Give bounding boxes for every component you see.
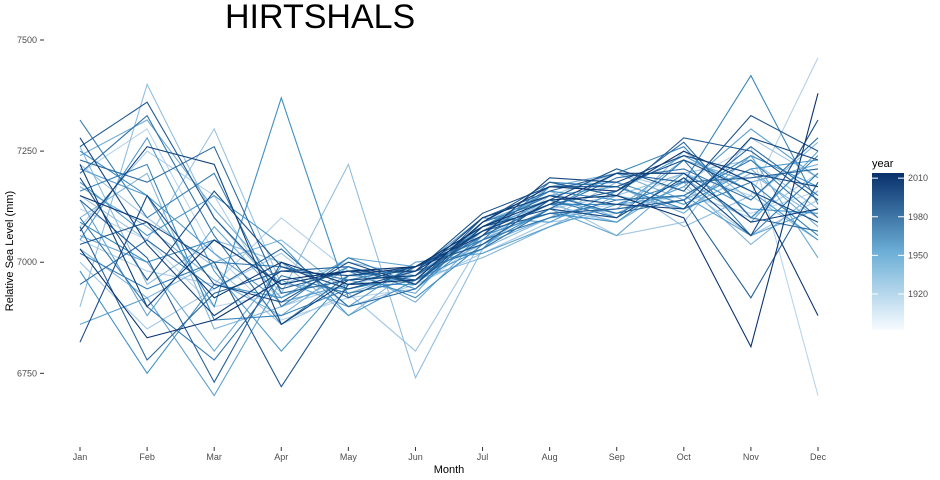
series-line-1949 [79, 159, 819, 317]
series-line-1910 [79, 137, 819, 352]
legend-tick-label: 2010 [908, 173, 928, 183]
x-axis: Jan Feb Mar Apr May Jun Jul Aug Sep Oct Nov Dec [73, 447, 827, 462]
series-line-1973 [79, 114, 819, 326]
x-tick-label: Sep [609, 452, 625, 462]
x-tick-label: Nov [743, 452, 760, 462]
legend-ticks: 1920 1950 1980 2010 [872, 173, 928, 299]
y-tick-label: 6750 [17, 368, 37, 378]
legend-tick-label: 1950 [908, 250, 928, 260]
y-axis-title: Relative Sea Level (mm) [4, 191, 16, 311]
x-tick-label: Jun [408, 452, 423, 462]
series-line-1946 [79, 136, 819, 352]
series-line-1994 [79, 159, 819, 290]
series-line-1976 [79, 146, 819, 308]
series-line-2012 [79, 93, 819, 349]
y-tick-label: 7500 [17, 35, 37, 45]
x-tick-label: Dec [810, 452, 827, 462]
series-line-1997 [79, 119, 819, 343]
x-tick-label: Aug [542, 452, 558, 462]
x-tick-label: Oct [677, 452, 692, 462]
legend-title: year [872, 158, 894, 170]
y-axis: 6750 7000 7250 7500 [17, 35, 44, 378]
legend-tick-label: 1980 [908, 212, 928, 222]
legend-colorbar [872, 173, 904, 330]
series-line-1916 [79, 82, 819, 380]
x-tick-label: Feb [139, 452, 155, 462]
x-axis-title: Month [434, 464, 465, 476]
series-line-1967 [79, 119, 819, 308]
x-tick-label: Jul [477, 452, 489, 462]
chart-title: HIRTSHALS [225, 0, 415, 36]
x-tick-label: Apr [274, 452, 288, 462]
legend-tick-label: 1920 [908, 289, 928, 299]
color-legend: year 1920 1950 1980 2010 [872, 158, 928, 330]
series-lines-group [79, 57, 819, 397]
x-tick-label: May [340, 452, 358, 462]
y-tick-label: 7250 [17, 146, 37, 156]
series-line-2009 [79, 150, 819, 316]
series-line-1985 [79, 181, 819, 384]
series-line-1928 [79, 168, 819, 317]
x-tick-label: Mar [206, 452, 222, 462]
y-tick-label: 7000 [17, 257, 37, 267]
x-tick-label: Jan [73, 452, 88, 462]
